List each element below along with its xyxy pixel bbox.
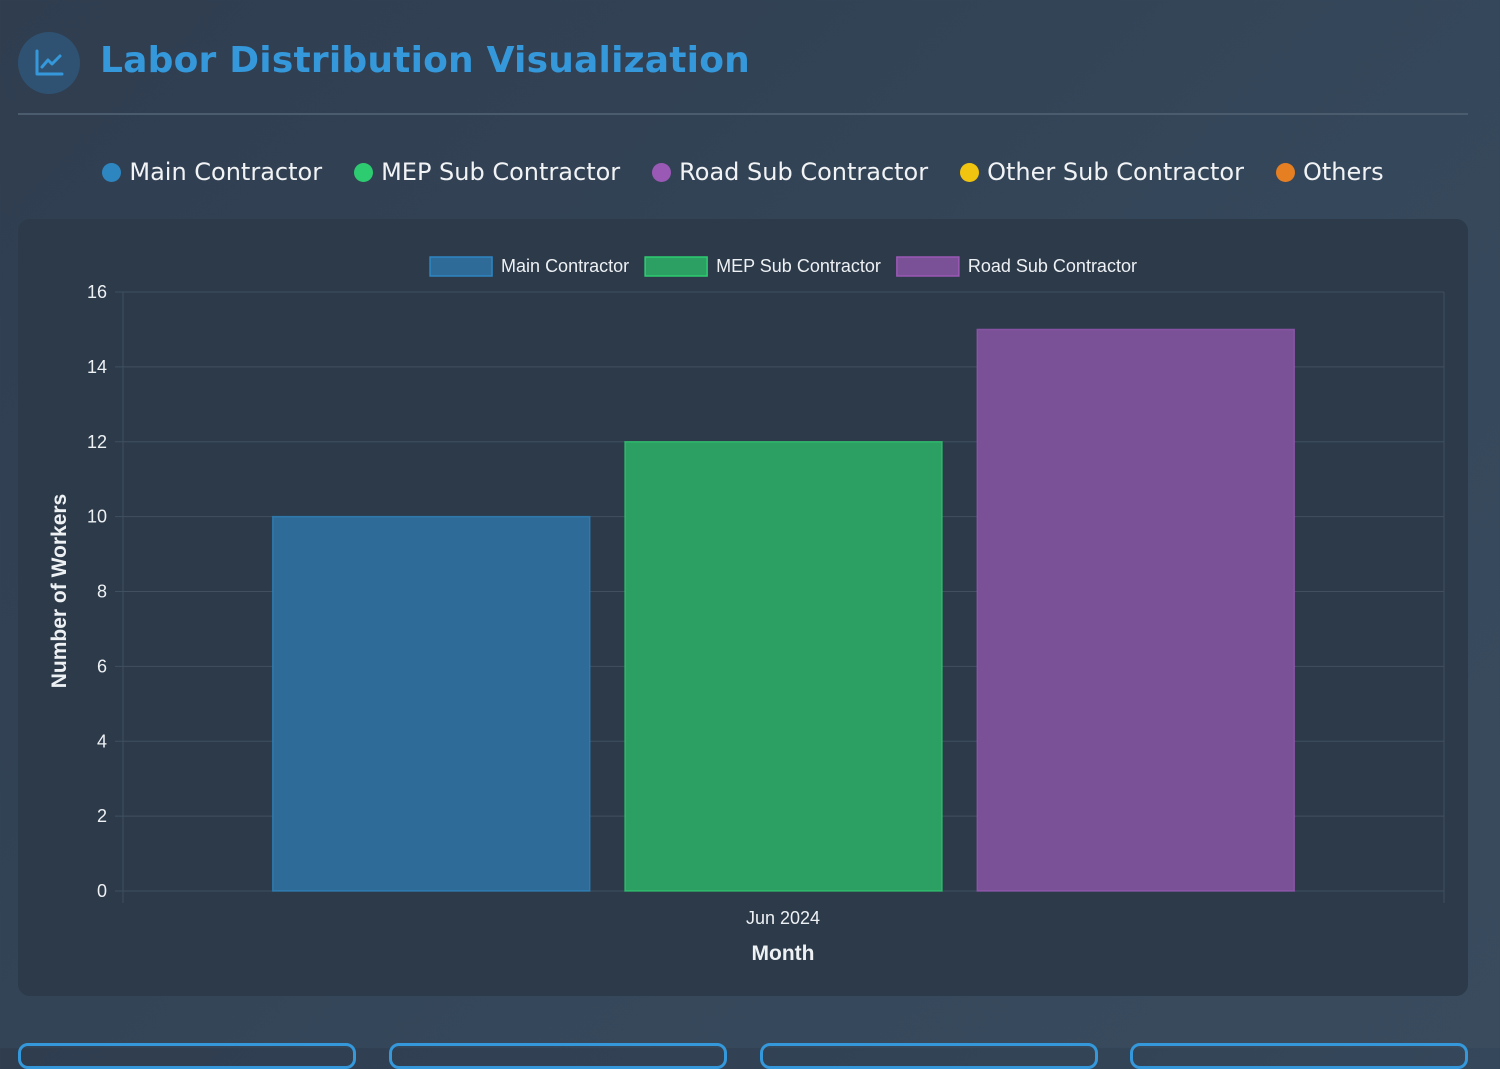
legend-label: Road Sub Contractor [679,158,929,186]
y-tick-label: 16 [87,282,107,302]
legend-dot [1275,162,1295,182]
chart-legend-label: Main Contractor [501,256,629,276]
y-tick-label: 12 [87,432,107,452]
chart-legend-swatch [429,256,493,277]
legend-item-other-sub-contractor[interactable]: Other Sub Contractor [960,158,1244,186]
bar-mep-sub-contractor [624,441,943,892]
legend-label: Others [1302,158,1384,186]
legend-item-main-contractor[interactable]: Main Contractor [102,158,322,186]
category-legend: Main Contractor MEP Sub Contractor Road … [0,152,1486,192]
y-tick-label: 4 [97,731,107,751]
summary-card-3[interactable] [760,1043,1098,1069]
legend-dot [354,162,374,182]
legend-item-others[interactable]: Others [1275,158,1384,186]
y-axis-title: Number of Workers [48,494,71,689]
legend-label: Main Contractor [129,158,323,186]
y-tick-label: 8 [97,582,107,602]
bar-main-contractor [271,515,591,892]
bar-chart: 0 2 4 6 8 10 12 14 16 Main Contractor MEP Sub Con… [48,256,1445,965]
y-tick-label: 2 [97,806,107,826]
legend-dot [652,162,672,182]
x-axis-title: Month [752,942,815,965]
summary-card-4[interactable] [1130,1043,1468,1069]
summary-card-1[interactable] [18,1043,356,1069]
chart-legend-label: MEP Sub Contractor [716,256,881,276]
legend-item-road-sub-contractor[interactable]: Road Sub Contractor [652,158,928,186]
y-axis-ticks: 0 2 4 6 8 10 12 14 16 [87,282,107,901]
chart-legend-swatch [896,256,960,277]
y-tick-label: 0 [97,881,107,901]
legend-label: Other Sub Contractor [987,158,1244,186]
page-title: Labor Distribution Visualization [100,40,750,81]
chart-card: 0 2 4 6 8 10 12 14 16 Main Contractor MEP Sub Con… [18,219,1468,996]
legend-dot [102,162,122,182]
bar-road-sub-contractor [976,328,1296,892]
chart-legend-label: Road Sub Contractor [968,256,1137,276]
chart-legend-swatch [644,256,708,277]
legend-dot [960,162,980,182]
bars [271,328,1296,892]
y-tick-label: 14 [87,357,107,377]
page-header: Labor Distribution Visualization [18,30,1468,114]
header-divider [18,113,1468,115]
chart-line-icon [18,32,80,94]
legend-label: MEP Sub Contractor [381,158,621,186]
y-tick-label: 6 [97,656,107,676]
chart-legend: Main Contractor MEP Sub Contractor Road Su… [429,256,1137,277]
legend-item-mep-sub-contractor[interactable]: MEP Sub Contractor [354,158,620,186]
summary-card-2[interactable] [389,1043,727,1069]
x-tick-label: Jun 2024 [746,908,820,928]
y-tick-label: 10 [87,507,107,527]
